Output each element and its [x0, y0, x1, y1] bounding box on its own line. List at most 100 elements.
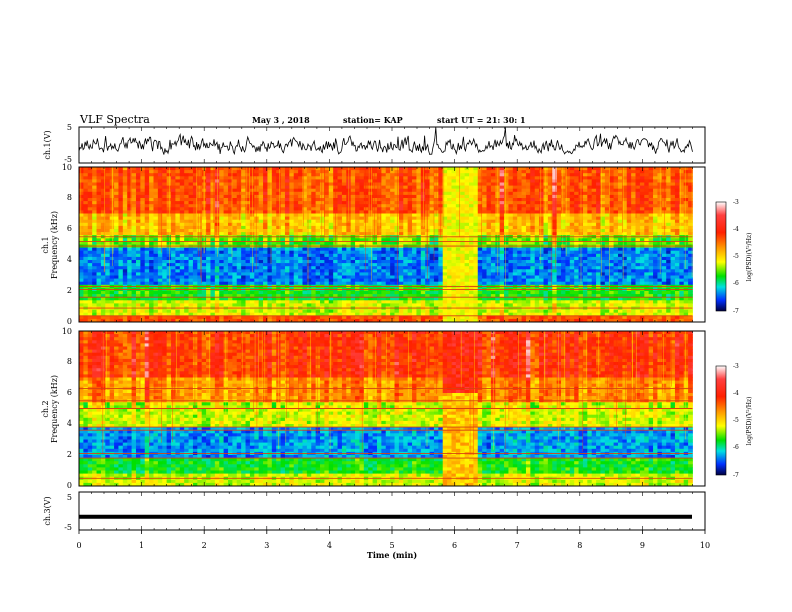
spectrogram-cell	[280, 229, 286, 233]
spectrogram-cell	[328, 232, 334, 236]
spectrogram-cell	[337, 191, 343, 196]
spectrogram-cell	[83, 247, 89, 252]
spectrogram-cell	[337, 272, 343, 276]
spectrogram-cell	[223, 263, 229, 267]
spectrogram-cell	[131, 269, 137, 273]
spectrogram-cell	[284, 247, 290, 252]
spectrogram-cell	[416, 225, 422, 230]
spectrogram-cell	[96, 229, 102, 233]
spectrogram-cell	[105, 201, 111, 205]
spectrogram-cell	[508, 247, 514, 252]
spectrogram-cell	[666, 272, 671, 276]
spectrogram-cell	[289, 207, 295, 211]
spectrogram-cell	[416, 204, 422, 208]
spectrogram-cell	[368, 272, 373, 276]
spectrogram-cell	[109, 260, 115, 264]
spectrogram-cell	[236, 247, 242, 252]
spectrogram-cell	[403, 185, 409, 190]
spectrogram-cell	[674, 201, 680, 205]
spectrogram-cell	[416, 222, 422, 227]
spectrogram-cell	[162, 272, 168, 276]
spectrogram-cell	[87, 207, 93, 211]
spectrogram-cell	[355, 210, 360, 214]
spectrogram-cell	[565, 219, 571, 224]
spectrogram-cell	[315, 222, 321, 227]
spectrogram-cell	[438, 269, 444, 273]
spectrogram-cell	[455, 253, 461, 258]
spectrogram-cell	[679, 238, 685, 242]
spectrogram-cell	[626, 260, 632, 264]
spectrogram-cell	[280, 263, 286, 267]
spectrogram-cell	[447, 170, 452, 174]
spectrogram-cell	[284, 250, 290, 255]
spectrogram-cell	[206, 229, 211, 233]
spectrogram-cell	[298, 263, 303, 267]
spectrogram-cell	[394, 201, 400, 205]
spectrogram-cell	[609, 256, 614, 261]
spectrogram-cell	[504, 213, 509, 217]
spectrogram-cell	[596, 253, 601, 258]
spectrogram-cell	[122, 198, 128, 202]
spectrogram-cell	[596, 198, 601, 202]
spectrogram-cell	[144, 179, 150, 183]
spectrogram-cell	[223, 167, 229, 171]
spectrogram-cell	[175, 232, 181, 236]
spectrogram-cell	[565, 207, 571, 211]
spectrogram-cell	[644, 191, 650, 196]
spectrogram-cell	[674, 256, 680, 261]
spectrogram-cell	[679, 182, 685, 186]
spectrogram-cell	[284, 182, 290, 186]
spectrogram-cell	[482, 216, 487, 221]
spectrogram-cell	[149, 210, 154, 214]
spectrogram-cell	[670, 176, 676, 180]
spectrogram-cell	[569, 225, 575, 230]
spectrogram-cell	[398, 229, 404, 233]
spectrogram-cell	[359, 201, 365, 205]
spectrogram-cell	[276, 204, 281, 208]
spectrogram-cell	[574, 247, 579, 252]
spectrogram-cell	[530, 260, 536, 264]
spectrogram-cell	[271, 191, 277, 196]
spectrogram-cell	[661, 272, 667, 276]
spectrogram-cell	[184, 213, 189, 217]
spectrogram-cell	[631, 170, 636, 174]
spectrogram-cell	[302, 170, 308, 174]
spectrogram-cell	[197, 185, 203, 190]
spectrogram-cell	[179, 256, 185, 261]
spectrogram-cell	[438, 182, 444, 186]
spectrogram-cell	[306, 207, 312, 211]
spectrogram-cell	[188, 201, 194, 205]
spectrogram-cell	[565, 191, 571, 196]
spectrogram-cell	[653, 207, 658, 211]
spectrogram-cell	[464, 241, 470, 245]
spectrogram-cell	[359, 176, 365, 180]
spectrogram-cell	[582, 272, 588, 276]
spectrogram-cell	[324, 182, 330, 186]
spectrogram-cell	[271, 198, 277, 202]
spectrogram-cell	[381, 222, 387, 227]
spectrogram-cell	[482, 222, 487, 227]
spectrogram-cell	[223, 213, 229, 217]
spectrogram-cell	[670, 188, 676, 193]
spectrogram-cell	[525, 201, 531, 205]
spectrogram-cell	[258, 167, 264, 171]
spectrogram-cell	[254, 275, 260, 279]
spectrogram-cell	[127, 185, 132, 190]
spectrogram-cell	[118, 229, 124, 233]
spectrogram-cell	[302, 191, 308, 196]
spectrogram-cell	[140, 272, 146, 276]
spectrogram-cell	[617, 173, 623, 177]
spectrogram-cell	[407, 179, 413, 183]
spectrogram-cell	[192, 201, 198, 205]
spectrogram-cell	[556, 263, 562, 267]
spectrogram-cell	[284, 263, 290, 267]
spectrogram-cell	[223, 241, 229, 245]
spectrogram-cell	[311, 194, 317, 199]
spectrogram-cell	[552, 241, 558, 245]
spectrogram-cell	[591, 191, 597, 196]
spectrogram-cell	[131, 185, 137, 190]
spectrogram-cell	[420, 275, 426, 279]
spectrogram-cell	[315, 272, 321, 276]
spectrogram-cell	[241, 188, 246, 193]
spectrogram-cell	[591, 241, 597, 245]
